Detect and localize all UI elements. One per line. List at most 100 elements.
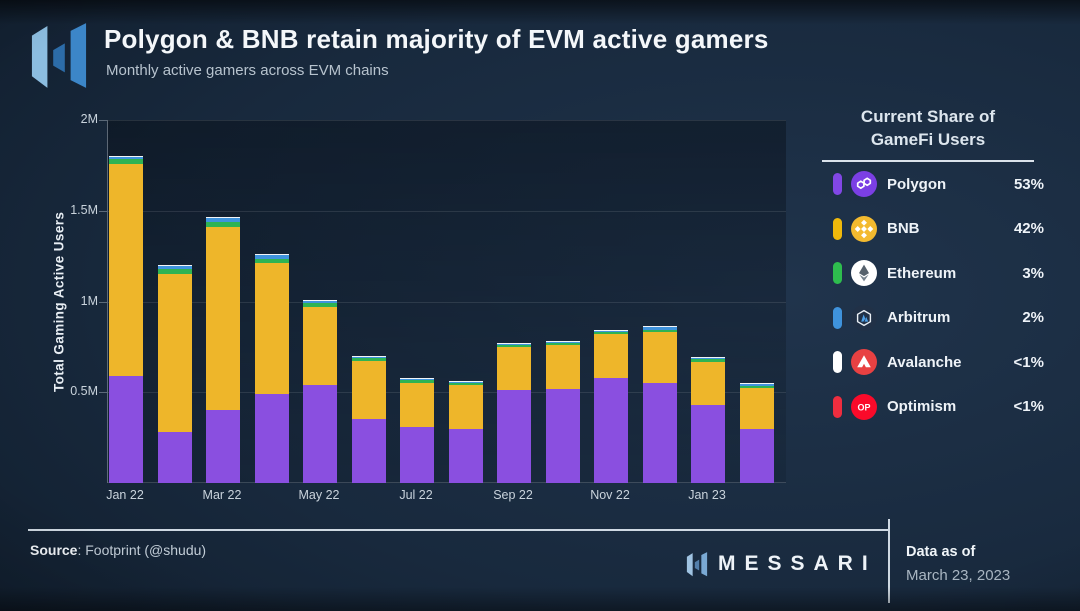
bar-segment-bnb (545, 345, 580, 389)
bar-segment-polygon (545, 389, 580, 483)
x-tick-label: May 22 (298, 488, 340, 502)
messari-logo-right-bar (70, 23, 87, 88)
optimism-icon: OP (851, 393, 877, 420)
x-tick-label: Jan 22 (106, 488, 144, 502)
legend-item-ethereum: Ethereum 3% (812, 251, 1044, 296)
legend-share: 2% (1022, 309, 1044, 327)
x-tick-label: Jul 22 (399, 488, 433, 502)
gridline-1.5M (108, 210, 786, 212)
header: Polygon & BNB retain majority of EVM act… (104, 24, 769, 79)
messari-wordmark: MESSARI (718, 552, 877, 575)
x-tick-label: Nov 22 (590, 488, 630, 502)
avalanche-icon (851, 349, 877, 376)
polygon-icon (851, 171, 877, 198)
y-tick-label: 1.5M (70, 202, 98, 217)
y-tick-mark (99, 210, 107, 212)
source-label: Source (30, 542, 78, 558)
bar-segment-bnb (642, 332, 677, 383)
source-note: Source: Footprint (@shudu) (30, 542, 206, 558)
arbitrum-color-pill (833, 306, 842, 329)
bar-column-feb-23 (739, 383, 774, 483)
optimism-color-pill (833, 395, 842, 418)
bar-segment-polygon (254, 394, 289, 483)
messari-logo-icon (31, 23, 87, 88)
bar-segment-bnb (739, 388, 774, 429)
bar-segment-bnb (691, 362, 725, 405)
bar-segment-polygon (594, 378, 628, 483)
page-subtitle: Monthly active gamers across EVM chains (106, 62, 389, 79)
data-as-of-date: March 23, 2023 (906, 567, 1011, 584)
polygon-color-pill (833, 173, 842, 196)
bnb-color-pill (833, 217, 842, 240)
legend-item-arbitrum: Arbitrum 2% (812, 295, 1044, 340)
ethereum-icon (851, 260, 877, 287)
bar-segment-polygon (448, 429, 483, 483)
arbitrum-icon (851, 304, 877, 331)
bar-segment-polygon (109, 376, 143, 483)
bar-column-dec-22 (642, 326, 677, 483)
x-tick-label: Sep 22 (493, 488, 533, 502)
source-value: : Footprint (@shudu) (77, 542, 207, 558)
page-title: Polygon & BNB retain majority of EVM act… (104, 24, 769, 54)
bar-column-oct-22 (545, 341, 580, 483)
bar-column-jun-22 (351, 356, 386, 483)
y-tick-mark (99, 392, 107, 394)
legend-label: BNB (887, 220, 920, 238)
bar-segment-bnb (254, 263, 289, 394)
bnb-icon (851, 215, 877, 242)
legend-label: Arbitrum (887, 309, 951, 327)
gridline-2M (108, 120, 786, 121)
legend-title-line1: Current Share of (860, 107, 996, 126)
x-tick-label: Mar 22 (202, 488, 242, 502)
bar-column-aug-22 (448, 381, 483, 483)
bar-column-jul-22 (400, 378, 434, 483)
bar-segment-bnb (206, 227, 240, 410)
legend-share: 42% (1013, 220, 1044, 238)
legend-label: Ethereum (887, 264, 957, 282)
legend-share: <1% (1013, 353, 1044, 371)
footer-vertical-divider (888, 519, 890, 603)
bar-segment-polygon (497, 390, 531, 483)
bar-segment-polygon (206, 410, 240, 483)
bar-column-apr-22 (254, 254, 289, 483)
avalanche-color-pill (833, 351, 842, 374)
legend-share: 3% (1022, 264, 1044, 282)
messari-logo-middle-bar (53, 43, 65, 73)
legend-title-line2: GameFi Users (870, 129, 986, 149)
legend-title: Current Share of GameFi Users (812, 106, 1044, 152)
bar-segment-bnb (351, 361, 386, 419)
plot-area (107, 120, 786, 483)
messari-logo-left-bar (31, 26, 48, 88)
bar-segment-polygon (303, 385, 337, 483)
legend-item-optimism: OP Optimism <1% (812, 384, 1044, 429)
y-tick-label: 0.5M (70, 384, 98, 399)
data-as-of: Data as of March 23, 2023 (906, 544, 1010, 584)
bar-column-may-22 (303, 300, 337, 483)
y-tick-label: 1M (80, 293, 98, 308)
x-tick-label: Jan 23 (688, 488, 726, 502)
legend-share: <1% (1013, 398, 1044, 416)
legend-panel: Current Share of GameFi Users Polygon 53… (812, 106, 1044, 429)
bar-column-nov-22 (594, 330, 628, 483)
bar-segment-polygon (691, 405, 725, 483)
data-as-of-label: Data as of (906, 544, 976, 560)
bar-segment-polygon (351, 419, 386, 483)
legend-label: Polygon (887, 175, 947, 193)
bar-segment-bnb (157, 274, 192, 432)
bar-column-sep-22 (497, 343, 531, 483)
svg-text:OP: OP (857, 402, 870, 412)
bar-segment-bnb (594, 334, 628, 378)
bar-column-jan-22 (109, 156, 143, 483)
bar-segment-polygon (642, 383, 677, 483)
legend-item-avalanche: Avalanche <1% (812, 340, 1044, 385)
legend-label: Optimism (887, 398, 957, 416)
y-tick-label: 2M (80, 112, 98, 126)
bar-segment-bnb (109, 164, 143, 376)
messari-footer-logo-icon (686, 552, 708, 577)
legend-share: 53% (1013, 175, 1044, 193)
bar-column-jan-23 (691, 357, 725, 483)
footer-divider (28, 529, 888, 531)
legend-label: Avalanche (887, 353, 962, 371)
legend-item-polygon: Polygon 53% (812, 162, 1044, 207)
